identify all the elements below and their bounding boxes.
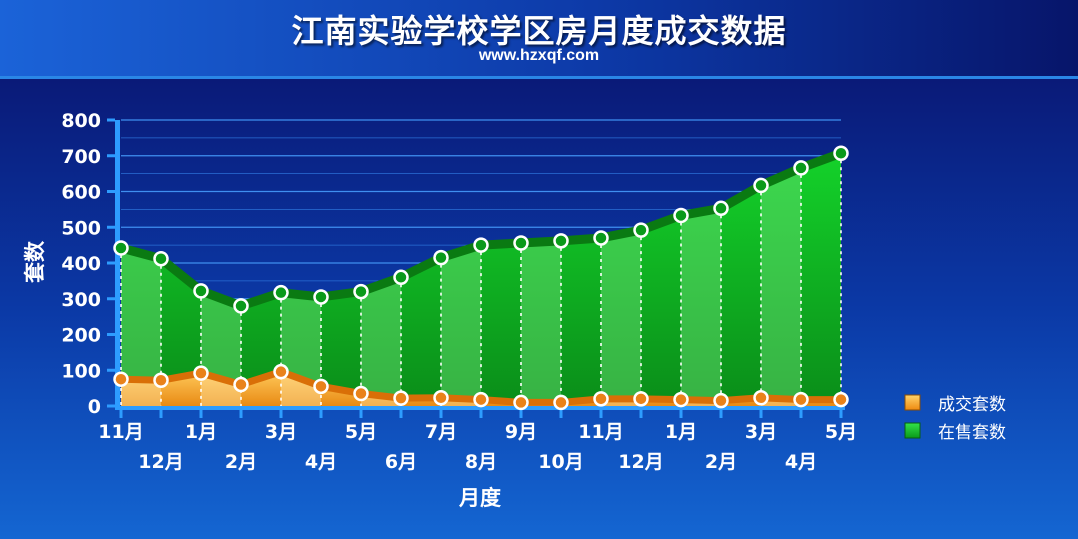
y-tick-label: 600 — [61, 182, 101, 204]
legend-label-sale: 在售套数 — [938, 423, 1006, 443]
chart-title: 江南实验学校学区房月度成交数据 — [291, 12, 787, 50]
x-tick-label: 6月 — [385, 451, 417, 473]
y-tick-label: 500 — [61, 217, 101, 239]
sale-point — [113, 240, 129, 256]
sale-point — [513, 235, 529, 251]
x-tick-label: 4月 — [785, 451, 817, 473]
sale-point — [593, 230, 609, 246]
sale-point — [633, 222, 649, 238]
deal-area-band — [201, 373, 241, 406]
deal-point — [433, 390, 449, 406]
y-tick-label: 700 — [61, 146, 101, 168]
deal-point — [553, 394, 569, 411]
sale-series-area — [119, 149, 843, 406]
deal-point — [393, 390, 409, 406]
sale-area-band — [441, 245, 481, 406]
sale-point — [313, 289, 329, 305]
sale-point — [233, 298, 249, 314]
dotted-month-dividers — [120, 153, 842, 406]
deal-point — [353, 385, 369, 402]
x-tick-label: 9月 — [505, 421, 537, 443]
x-tick-labels: 11月12月1月2月3月4月5月6月7月8月9月10月11月12月1月2月3月4… — [98, 421, 857, 473]
sale-point — [473, 237, 489, 253]
x-tick-label: 5月 — [825, 421, 857, 443]
x-tick-label: 12月 — [138, 451, 183, 473]
x-tick-label: 1月 — [185, 421, 217, 443]
sale-point — [353, 283, 369, 300]
x-tick-label: 2月 — [705, 451, 737, 473]
legend-swatch-sale — [904, 422, 921, 439]
sale-point — [753, 177, 769, 194]
x-tick-label: 12月 — [618, 451, 663, 473]
deal-point — [193, 365, 209, 381]
series-markers — [113, 145, 849, 411]
deal-point — [593, 391, 609, 407]
sale-point — [433, 249, 449, 266]
deal-point — [273, 363, 289, 380]
x-tick-label: 5月 — [345, 421, 377, 443]
deal-area-band — [121, 379, 161, 406]
sale-point — [713, 200, 729, 217]
x-tick-label: 11月 — [578, 421, 623, 443]
header-banner — [0, 0, 1078, 76]
deal-point — [633, 391, 649, 407]
legend: 成交套数 在售套数 — [904, 394, 1006, 443]
y-tick-label: 100 — [61, 360, 101, 382]
x-tick-label: 11月 — [98, 421, 143, 443]
sale-area-band — [521, 240, 561, 406]
y-tick-label: 200 — [61, 325, 101, 347]
sale-area-band — [681, 208, 721, 406]
deal-point — [833, 391, 849, 408]
deal-point — [713, 392, 729, 409]
x-tick-label: 10月 — [538, 451, 583, 473]
sale-area-fill — [121, 153, 841, 406]
x-tick-label: 2月 — [225, 451, 257, 473]
deal-point — [513, 394, 529, 411]
sale-point — [833, 145, 849, 161]
x-tick-label: 1月 — [665, 421, 697, 443]
x-tick-label: 3月 — [265, 421, 297, 443]
sale-point — [273, 284, 289, 301]
sale-point — [673, 207, 689, 224]
x-tick-label: 4月 — [305, 451, 337, 473]
sale-point — [553, 233, 569, 249]
y-axis-label: 套数 — [23, 240, 47, 283]
deal-point — [473, 391, 489, 408]
axes — [107, 118, 845, 418]
y-tick-label: 300 — [61, 289, 101, 311]
x-tick-label: 3月 — [745, 421, 777, 443]
deal-point — [753, 390, 769, 406]
deal-point — [153, 372, 169, 389]
sale-point — [793, 160, 809, 176]
deal-point — [233, 376, 249, 393]
deal-point — [673, 391, 689, 408]
y-tick-label: 0 — [88, 396, 101, 418]
sale-area-band — [121, 247, 161, 406]
x-tick-label: 7月 — [425, 421, 457, 443]
sale-area-band — [761, 167, 801, 406]
chart-subtitle: www.hzxqf.com — [478, 47, 600, 64]
x-tick-label: 8月 — [465, 451, 497, 473]
deal-point — [793, 391, 809, 408]
y-tick-label: 400 — [61, 253, 101, 275]
sale-point — [193, 283, 209, 299]
sale-point — [153, 250, 169, 267]
y-axis-line — [115, 120, 120, 410]
y-tick-label: 800 — [61, 110, 101, 132]
legend-label-deal: 成交套数 — [938, 395, 1006, 415]
sale-area-band — [361, 277, 401, 406]
x-axis-line — [115, 406, 845, 410]
y-tick-labels: 0 100 200 300 400 500 600 700 800 — [61, 110, 101, 418]
deal-point — [113, 371, 129, 387]
deal-point — [313, 378, 329, 395]
x-axis-label: 月度 — [458, 486, 501, 510]
sale-area-band — [601, 230, 641, 406]
legend-swatch-deal — [904, 394, 921, 411]
sale-point — [393, 269, 409, 286]
deal-area-band — [281, 371, 321, 406]
header-divider — [0, 76, 1078, 79]
